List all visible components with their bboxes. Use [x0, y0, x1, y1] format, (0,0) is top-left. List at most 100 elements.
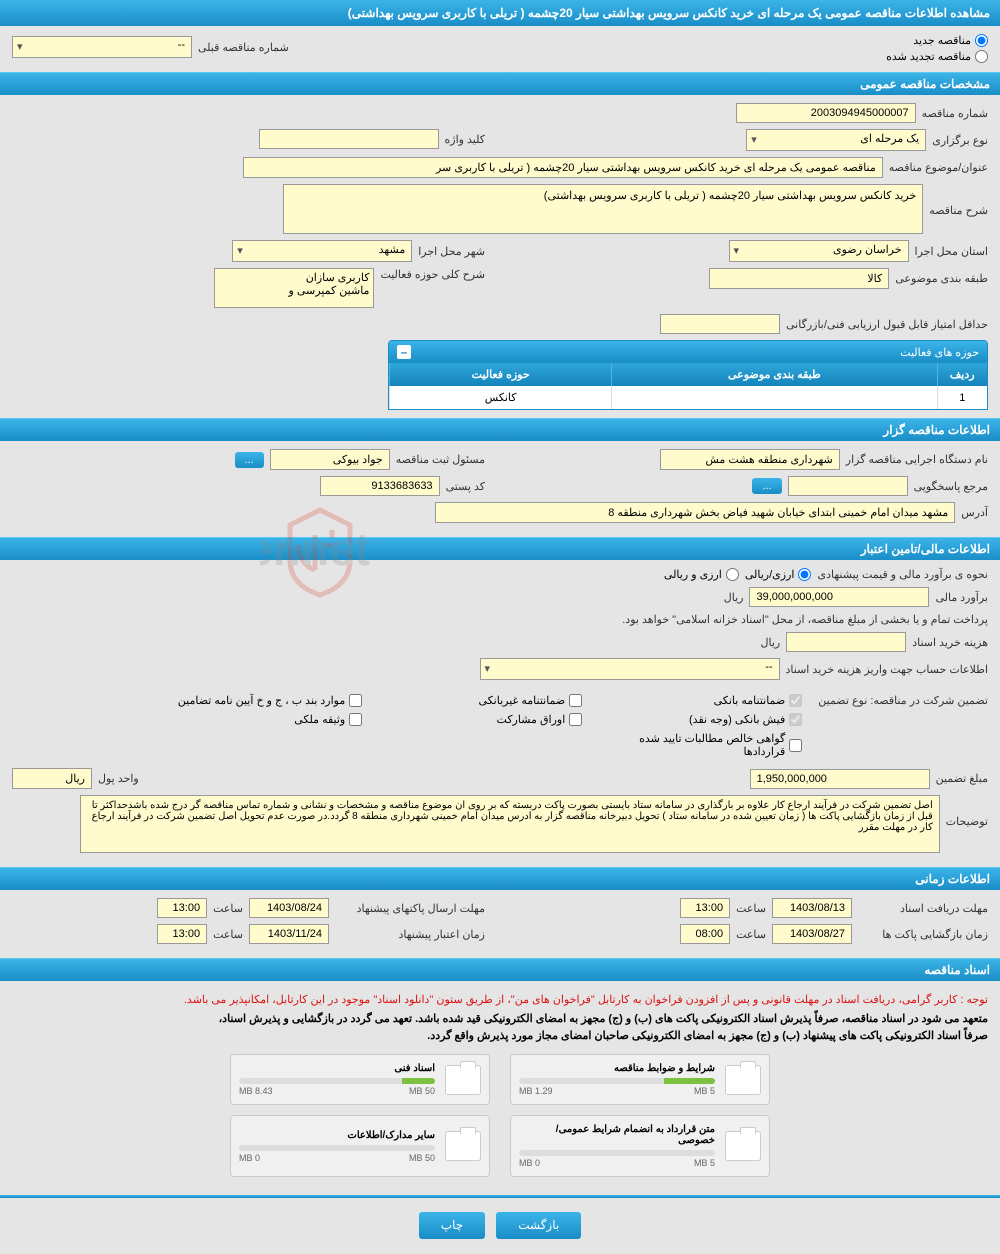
lbl-type: نوع برگزاری [932, 134, 988, 147]
opening-date: 1403/08/27 [772, 924, 852, 944]
lbl-time3: ساعت [213, 902, 243, 915]
prev-number-select[interactable]: -- [12, 36, 192, 58]
lbl-unit: واحد پول [98, 772, 139, 785]
keyword-field[interactable] [259, 129, 439, 149]
lbl-bid-deadline: مهلت ارسال پاکتهای پیشنهاد [335, 902, 485, 915]
folder-icon [725, 1131, 761, 1161]
lbl-province: استان محل اجرا [915, 245, 988, 258]
lbl-validity: زمان اعتبار پیشنهاد [335, 928, 485, 941]
radio-renewed-label: مناقصه تجدید شده [886, 50, 971, 63]
bid-deadline-date: 1403/08/24 [249, 898, 329, 918]
lbl-org-name: نام دستگاه اجرایی مناقصه گزار [846, 453, 988, 466]
th-row: ردیف [937, 363, 987, 386]
lbl-estimate: برآورد مالی [935, 591, 988, 604]
bid-deadline-time: 13:00 [157, 898, 207, 918]
lbl-activity-desc: شرح کلی حوزه فعالیت [380, 268, 485, 281]
address-field: مشهد میدان امام خمینی ابتدای خیابان شهید… [435, 502, 955, 523]
folder-icon [445, 1131, 481, 1161]
activity-table-title: حوزه های فعالیت [900, 346, 979, 359]
doc-deadline-date: 1403/08/13 [772, 898, 852, 918]
lbl-doc-deadline: مهلت دریافت اسناد [858, 902, 988, 915]
lbl-address: آدرس [961, 506, 988, 519]
doc-cost-field [786, 632, 906, 652]
progress-1 [402, 1078, 435, 1084]
registrar-more-button[interactable]: ... [235, 452, 264, 468]
notes-field[interactable]: اصل تضمین شرکت در فرآیند ارجاع کار علاوه… [80, 795, 940, 853]
section-organizer: اطلاعات مناقصه گزار [0, 418, 1000, 441]
radio-renewed[interactable]: مناقصه تجدید شده [886, 50, 988, 63]
file-contract[interactable]: متن قرارداد به انضمام شرایط عمومی/خصوصی … [510, 1115, 770, 1177]
collapse-icon[interactable]: – [397, 345, 411, 359]
doc-deadline-time: 13:00 [680, 898, 730, 918]
doc-note1: متعهد می شود در اسناد مناقصه، صرفاً پذیر… [12, 1010, 988, 1027]
chk-nonbank[interactable]: ضمانتنامه غیربانکی [382, 694, 582, 707]
section-financial: اطلاعات مالی/تامین اعتبار [0, 537, 1000, 560]
file-terms[interactable]: شرایط و ضوابط مناقصه 5 MB1.29 MB [510, 1054, 770, 1105]
radio-both[interactable]: ارزی و ریالی [664, 568, 739, 581]
city-select[interactable]: مشهد [232, 240, 412, 262]
prev-number-label: شماره مناقصه قبلی [198, 41, 289, 54]
file-title-0: شرایط و ضوابط مناقصه [519, 1063, 715, 1074]
activity-scroll[interactable]: کاربری سازان ماشین کمپرسی و [214, 268, 374, 308]
folder-icon [725, 1065, 761, 1095]
doc-note-red: توجه : کاربر گرامی، دریافت اسناد در مهلت… [12, 989, 988, 1010]
page-title: مشاهده اطلاعات مناقصه عمومی یک مرحله ای … [0, 0, 1000, 26]
lbl-notes: توضیحات [946, 795, 988, 828]
lbl-desc: شرح مناقصه [929, 184, 988, 217]
file-title-2: متن قرارداد به انضمام شرایط عمومی/خصوصی [519, 1124, 715, 1146]
tender-type-select[interactable]: یک مرحله ای [746, 129, 926, 151]
lbl-guarantee: تضمین شرکت در مناقصه: نوع تضمین [818, 694, 988, 707]
lbl-minscore: حداقل امتیاز قابل قبول ارزیابی فنی/بازرگ… [786, 318, 988, 331]
tender-number: 2003094945000007 [736, 103, 916, 123]
file-title-1: اسناد فنی [239, 1063, 435, 1074]
chk-clauses[interactable]: موارد بند ب ، ج و خ آیین نامه تضامین [162, 694, 362, 707]
radio-new-label: مناقصه جدید [913, 34, 971, 47]
file-tech[interactable]: اسناد فنی 50 MB8.43 MB [230, 1054, 490, 1105]
file-other[interactable]: سایر مدارک/اطلاعات 50 MB0 MB [230, 1115, 490, 1177]
lbl-registrar: مسئول ثبت مناقصه [396, 453, 485, 466]
progress-0 [664, 1078, 715, 1084]
lbl-method: نحوه ی برآورد مالی و قیمت پیشنهادی [817, 568, 988, 581]
lbl-keyword: کلید واژه [445, 133, 485, 146]
postal-field: 9133683633 [320, 476, 440, 496]
validity-time: 13:00 [157, 924, 207, 944]
back-button[interactable]: بازگشت [496, 1212, 581, 1239]
subject-field: مناقصه عمومی یک مرحله ای خرید کانکس سروی… [243, 157, 883, 178]
chk-receivables[interactable]: گواهی خالص مطالبات تایید شده قراردادها [602, 732, 802, 758]
unit-field: ریال [12, 768, 92, 789]
responder-more-button[interactable]: ... [752, 478, 781, 494]
province-select[interactable]: خراسان رضوی [729, 240, 909, 262]
payment-note: پرداخت تمام و یا بخشی از مبلغ مناقصه، از… [12, 613, 988, 626]
activity-line-1: ماشین کمپرسی و [219, 284, 369, 297]
estimate-unit: ریال [724, 591, 744, 604]
th-field: حوزه فعالیت [390, 363, 612, 386]
lbl-account: اطلاعات حساب جهت واریز هزینه خرید اسناد [786, 663, 988, 676]
lbl-responder: مرجع پاسخگویی [914, 480, 988, 493]
desc-field: خرید کانکس سرویس بهداشتی سیار 20چشمه ( ت… [283, 184, 923, 234]
section-general: مشخصات مناقصه عمومی [0, 72, 1000, 95]
radio-rial[interactable]: ارزی/ریالی [745, 568, 812, 581]
file-title-3: سایر مدارک/اطلاعات [239, 1130, 435, 1141]
registrar-field: جواد بیوکی [270, 449, 390, 470]
opening-time: 08:00 [680, 924, 730, 944]
lbl-time1: ساعت [736, 902, 766, 915]
account-select[interactable]: -- [480, 658, 780, 680]
org-name-field: شهرداری منطقه هشت مش [660, 449, 840, 470]
chk-property[interactable]: وثیقه ملکی [162, 713, 362, 726]
doc-cost-unit: ریال [760, 636, 780, 649]
section-timing: اطلاعات زمانی [0, 867, 1000, 890]
radio-new[interactable]: مناقصه جدید [913, 34, 988, 47]
activity-line-0: کاربری سازان [219, 271, 369, 284]
lbl-number: شماره مناقصه [922, 107, 988, 120]
estimate-field: 39,000,000,000 [749, 587, 929, 607]
lbl-guarantee-amount: مبلغ تضمین [936, 772, 988, 785]
chk-bonds[interactable]: اوراق مشارکت [382, 713, 582, 726]
section-documents: اسناد مناقصه [0, 958, 1000, 981]
minscore-field [660, 314, 780, 334]
lbl-city: شهر محل اجرا [418, 245, 485, 258]
chk-bank[interactable]: ضمانتنامه بانکی [602, 694, 802, 707]
activity-table: حوزه های فعالیت – ردیف طبقه بندی موضوعی … [388, 340, 988, 410]
chk-cash[interactable]: فیش بانکی (وجه نقد) [602, 713, 802, 726]
print-button[interactable]: چاپ [419, 1212, 485, 1239]
lbl-category: طبقه بندی موضوعی [895, 272, 988, 285]
